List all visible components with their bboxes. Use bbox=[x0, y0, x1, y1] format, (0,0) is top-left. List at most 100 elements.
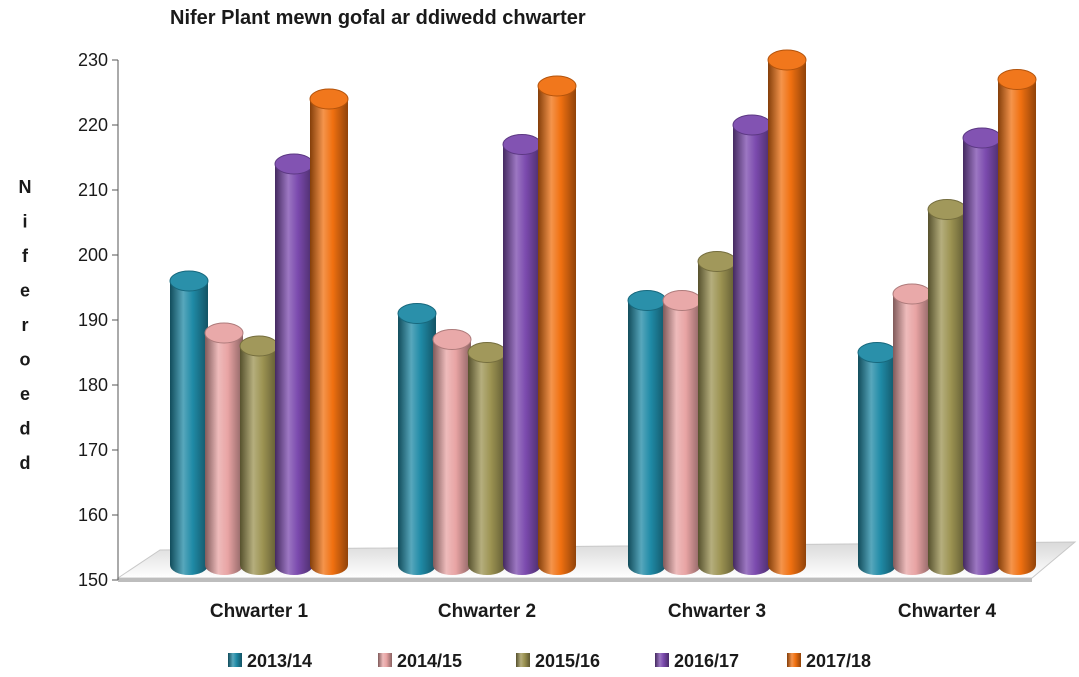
y-axis-label-letter: N bbox=[19, 177, 32, 197]
bar bbox=[169, 270, 209, 575]
y-axis-label-letter: d bbox=[20, 453, 31, 473]
y-axis-label-letter: f bbox=[22, 246, 29, 266]
chart-title: Nifer Plant mewn gofal ar ddiwedd chwart… bbox=[170, 7, 586, 29]
y-tick-label: 200 bbox=[78, 245, 108, 265]
bar-top bbox=[927, 199, 967, 220]
y-axis-label-letter: e bbox=[20, 281, 30, 301]
bar-body bbox=[768, 60, 806, 575]
bar-top bbox=[397, 303, 437, 324]
legend-label: 2016/17 bbox=[674, 651, 739, 671]
bar-body bbox=[275, 164, 313, 575]
y-axis-label-letter: e bbox=[20, 384, 30, 404]
bar bbox=[662, 290, 702, 575]
y-tick-label: 230 bbox=[78, 50, 108, 70]
bar-top bbox=[274, 153, 314, 175]
bar-body bbox=[628, 300, 666, 575]
category-label: Chwarter 2 bbox=[438, 601, 536, 622]
bar-body bbox=[240, 346, 278, 575]
bar-body bbox=[170, 281, 208, 575]
bar bbox=[274, 153, 314, 575]
category-label: Chwarter 3 bbox=[668, 601, 766, 622]
bar-top bbox=[857, 342, 897, 363]
bar-top bbox=[432, 329, 472, 350]
bar-body bbox=[698, 261, 736, 575]
y-axis-label-letter: d bbox=[20, 419, 31, 439]
bar-body bbox=[733, 125, 771, 575]
y-tick-label: 190 bbox=[78, 310, 108, 330]
bar-top bbox=[239, 335, 279, 357]
bar bbox=[467, 342, 507, 575]
y-axis-label-letter: r bbox=[21, 315, 28, 335]
bar-top bbox=[467, 342, 507, 363]
category-label: Chwarter 1 bbox=[210, 601, 309, 622]
bar-body bbox=[998, 79, 1036, 575]
bar bbox=[397, 303, 437, 575]
legend-item: 2016/17 bbox=[655, 651, 739, 671]
legend-item: 2014/15 bbox=[378, 651, 462, 671]
bar-top bbox=[892, 283, 932, 305]
bar bbox=[892, 283, 932, 575]
bar-body bbox=[963, 138, 1001, 575]
bar bbox=[537, 75, 577, 575]
bar-body bbox=[663, 300, 701, 575]
bar bbox=[627, 290, 667, 575]
bar bbox=[502, 134, 542, 575]
y-tick-label: 160 bbox=[78, 505, 108, 525]
bar bbox=[732, 114, 772, 575]
legend-swatch bbox=[378, 653, 392, 667]
bar bbox=[204, 322, 244, 575]
bar bbox=[697, 251, 737, 575]
category-label: Chwarter 4 bbox=[898, 601, 997, 622]
bar-top bbox=[309, 88, 349, 110]
bar-top bbox=[169, 270, 209, 292]
bar-top bbox=[732, 114, 772, 136]
bar bbox=[767, 49, 807, 575]
y-tick-label: 220 bbox=[78, 115, 108, 135]
legend: 2013/14 2014/15 2015/16 2016/17 2017/18 bbox=[228, 651, 871, 671]
bar-body bbox=[503, 144, 541, 575]
legend-swatch bbox=[655, 653, 669, 667]
y-tick-label: 170 bbox=[78, 440, 108, 460]
y-tick-label: 210 bbox=[78, 180, 108, 200]
bar-top bbox=[204, 322, 244, 344]
bar-top bbox=[962, 127, 1002, 149]
bar bbox=[309, 88, 349, 575]
bar bbox=[432, 329, 472, 575]
bars bbox=[169, 49, 1037, 575]
legend-item: 2017/18 bbox=[787, 651, 871, 671]
floor-edge bbox=[118, 578, 1032, 582]
category-labels: Chwarter 1 Chwarter 2 Chwarter 3 Chwarter 4 bbox=[210, 601, 997, 622]
legend-swatch bbox=[787, 653, 801, 667]
legend-swatch bbox=[516, 653, 530, 667]
bar-top bbox=[697, 251, 737, 272]
bar-top bbox=[627, 290, 667, 311]
legend-label: 2013/14 bbox=[247, 651, 312, 671]
y-axis-label-letter: i bbox=[22, 212, 27, 232]
y-tick-label: 180 bbox=[78, 375, 108, 395]
bar-top bbox=[662, 290, 702, 311]
chart-floor bbox=[116, 541, 1077, 582]
bar-body bbox=[893, 294, 931, 575]
bar bbox=[239, 335, 279, 575]
bar-body bbox=[468, 352, 506, 575]
bar-top bbox=[502, 134, 542, 155]
bar-top bbox=[997, 69, 1037, 90]
legend-label: 2015/16 bbox=[535, 651, 600, 671]
y-axis: 150 160 170 180 190 200 210 220 230 bbox=[78, 50, 119, 590]
bar bbox=[997, 69, 1037, 575]
y-tick-label: 150 bbox=[78, 570, 108, 590]
bar bbox=[857, 342, 897, 575]
bar-top bbox=[767, 49, 807, 71]
y-axis-label-letter: o bbox=[20, 350, 31, 370]
bar-body bbox=[310, 99, 348, 575]
bar-body bbox=[858, 352, 896, 575]
bar-body bbox=[928, 209, 966, 575]
legend-swatch bbox=[228, 653, 242, 667]
legend-item: 2013/14 bbox=[228, 651, 312, 671]
bar bbox=[927, 199, 967, 575]
legend-label: 2014/15 bbox=[397, 651, 462, 671]
bar-body bbox=[538, 86, 576, 575]
legend-item: 2015/16 bbox=[516, 651, 600, 671]
bar-top bbox=[537, 75, 577, 97]
legend-label: 2017/18 bbox=[806, 651, 871, 671]
